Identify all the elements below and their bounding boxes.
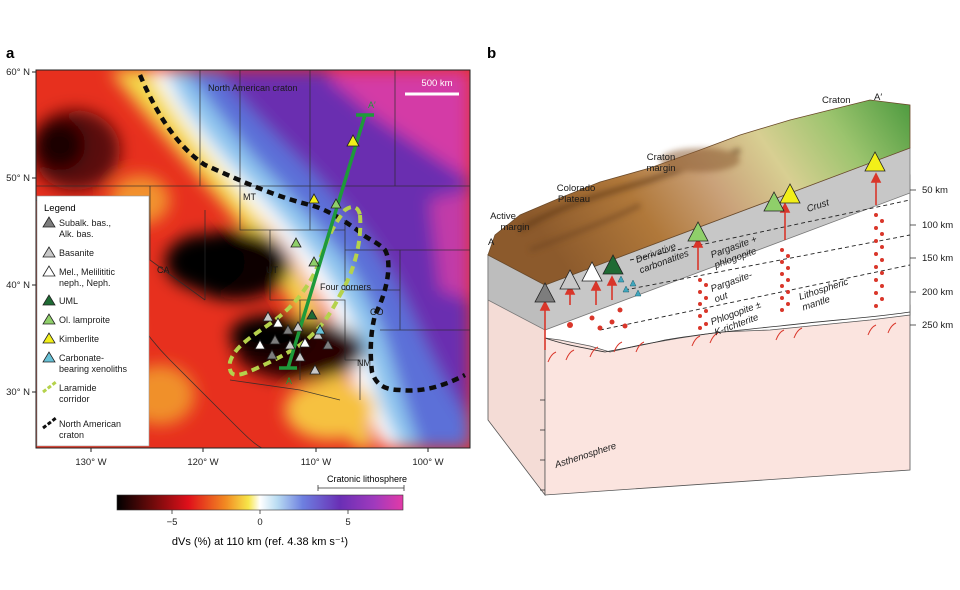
legend-label-basanite: Basanite — [59, 248, 94, 258]
legend-label-craton: North American craton — [59, 419, 121, 440]
profile-line-a-a-prime — [286, 114, 367, 369]
scale-bar-label: 500 km — [421, 78, 452, 89]
legend-label-subalk: Subalk. bas., Alk. bas. — [59, 218, 111, 239]
panel-b-label: b — [487, 45, 496, 62]
craton-map-label: North American craton — [208, 83, 298, 93]
state-label-mt: MT — [243, 192, 256, 202]
cratonic-lithosphere-label: Cratonic lithosphere — [327, 474, 407, 484]
lat-tick: 60° N — [6, 67, 30, 78]
panel-a-label: a — [6, 45, 15, 62]
colorbar-tick: 5 — [345, 517, 350, 528]
depth-tick: 150 km — [922, 253, 953, 264]
legend: Legend Subalk. bas., Alk. bas. Basanite M… — [36, 195, 150, 447]
state-label-ut: UT — [266, 265, 278, 275]
legend-title: Legend — [44, 203, 76, 214]
legend-label-ol-lamproite: Ol. lamproite — [59, 315, 110, 325]
scale-bar: 500 km — [405, 78, 459, 96]
profile-end-label: A′ — [368, 100, 376, 110]
lon-tick: 110° W — [301, 457, 332, 468]
four-corners-label: Four corners — [320, 282, 372, 292]
craton-label: Craton — [822, 95, 851, 106]
colorbar — [116, 494, 404, 511]
legend-label-uml: UML — [59, 296, 78, 306]
legend-label-kimberlite: Kimberlite — [59, 334, 99, 344]
lon-tick: 120° W — [187, 457, 218, 468]
depth-tick: 200 km — [922, 287, 953, 298]
state-label-co: CO — [370, 307, 384, 317]
lat-tick: 30° N — [6, 387, 30, 398]
colorbar-tick: 0 — [257, 517, 262, 528]
map-frame — [35, 69, 471, 449]
section-end-label: A′ — [874, 92, 882, 103]
depth-tick: 100 km — [922, 220, 953, 231]
lon-tick: 100° W — [412, 457, 443, 468]
legend-label-carbonate: Carbonate-bearing xenoliths — [59, 353, 128, 374]
depth-tick: 50 km — [922, 185, 948, 196]
colorado-plateau-label: Colorado Plateau — [557, 183, 596, 205]
block-diagram — [487, 99, 916, 497]
profile-start-label: A — [286, 376, 292, 386]
active-margin-label: Active margin — [490, 211, 529, 233]
colorbar-tick: −5 — [167, 517, 178, 528]
craton-margin-label: Craton margin — [646, 152, 675, 174]
depth-tick: 250 km — [922, 320, 953, 331]
state-label-nm: NM — [357, 358, 371, 368]
section-start-label: A — [488, 237, 495, 248]
lon-tick: 130° W — [75, 457, 106, 468]
craton-outline — [137, 74, 467, 393]
map-axis-ticks — [32, 71, 429, 452]
state-label-ca: CA — [157, 265, 170, 275]
lat-tick: 40° N — [6, 280, 30, 291]
volcanic-samples — [254, 134, 360, 375]
colorbar-caption: dVs (%) at 110 km (ref. 4.38 km s⁻¹) — [172, 536, 348, 548]
lat-tick: 50° N — [6, 173, 30, 184]
legend-label-laramide: Laramide corridor — [59, 383, 97, 404]
legend-label-mel: Mel., Melilititic neph., Neph. — [59, 267, 116, 288]
